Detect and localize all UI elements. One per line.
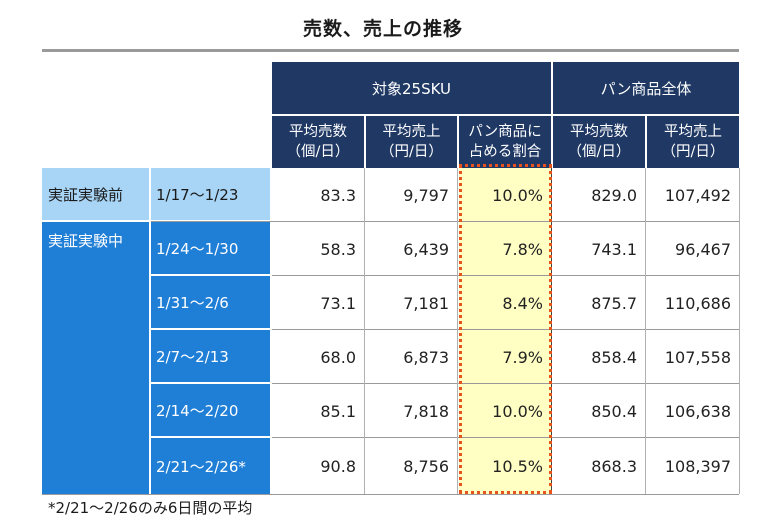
- header-line: 占める割合: [468, 144, 542, 160]
- cell-value: 107,558: [664, 347, 731, 367]
- cell-value: 850.4: [591, 401, 637, 421]
- period-label: 2/14～2/20: [151, 384, 270, 436]
- cell-value: 6,439: [403, 239, 449, 259]
- header-line: （円/日）: [661, 144, 725, 160]
- cell-value: 10.5%: [492, 456, 543, 476]
- period-label: 1/31～2/6: [151, 276, 270, 328]
- cell-value: 110,686: [664, 293, 731, 313]
- cell-value: 107,492: [664, 185, 731, 205]
- row-divider: [272, 275, 739, 276]
- cell-value: 73.1: [320, 293, 356, 313]
- cell-value: 108,397: [664, 456, 731, 476]
- cell-value: 83.3: [320, 185, 356, 205]
- period-label: 1/24～1/30: [151, 222, 270, 274]
- header-col-target-avg-sales: 平均売上 （円/日）: [366, 116, 457, 168]
- header-line: （個/日）: [567, 144, 631, 160]
- table-bottom-border: [42, 494, 739, 495]
- header-col-target-avg-qty: 平均売数 （個/日）: [272, 116, 364, 168]
- period-label: 1/17～1/23: [151, 168, 270, 220]
- cell-value: 58.3: [320, 239, 356, 259]
- header-target-sku: 対象25SKU: [272, 62, 551, 114]
- cell-value: 858.4: [591, 347, 637, 367]
- group-label-during: 実証実験中: [42, 222, 149, 494]
- title-divider: [42, 49, 739, 52]
- col-divider: [457, 168, 458, 494]
- header-line: （円/日）: [380, 144, 443, 160]
- cell-value: 85.1: [320, 401, 356, 421]
- cell-value: 743.1: [591, 239, 637, 259]
- cell-value: 6,873: [403, 347, 449, 367]
- period-label: 2/21～2/26*: [151, 438, 270, 494]
- header-all-bread: パン商品全体: [553, 62, 739, 114]
- table-right-border: [739, 168, 740, 494]
- row-divider: [272, 329, 739, 330]
- cell-value: 106,638: [664, 401, 731, 421]
- cell-value: 96,467: [675, 239, 731, 259]
- col-divider: [645, 168, 646, 494]
- cell-value: 90.8: [320, 456, 356, 476]
- cell-value: 868.3: [591, 456, 637, 476]
- header-line: 平均売上: [664, 124, 722, 140]
- header-line: パン商品に: [468, 124, 542, 140]
- row-divider: [151, 221, 739, 222]
- header-col-all-avg-sales: 平均売上 （円/日）: [647, 116, 739, 168]
- cell-value: 7,181: [403, 293, 449, 313]
- header-line: 平均売数: [570, 124, 628, 140]
- row-divider: [272, 383, 739, 384]
- header-line: 平均売上: [382, 124, 441, 140]
- header-line: （個/日）: [286, 144, 350, 160]
- cell-value: 7.9%: [502, 347, 543, 367]
- cell-value: 829.0: [591, 185, 637, 205]
- page-title: 売数、売上の推移: [302, 18, 463, 40]
- cell-value: 8,756: [403, 456, 449, 476]
- header-col-all-avg-qty: 平均売数 （個/日）: [553, 116, 645, 168]
- header-line: 平均売数: [289, 124, 347, 140]
- header-col-share: パン商品に 占める割合: [459, 116, 551, 168]
- cell-value: 8.4%: [502, 293, 543, 313]
- cell-value: 875.7: [591, 293, 637, 313]
- row-divider: [272, 437, 739, 438]
- cell-value: 9,797: [403, 185, 449, 205]
- footnote: *2/21～2/26のみ6日間の平均: [48, 499, 253, 517]
- cell-value: 10.0%: [492, 185, 543, 205]
- cell-value: 7.8%: [502, 239, 543, 259]
- cell-value: 7,818: [403, 401, 449, 421]
- group-label-pre: 実証実験前: [42, 168, 149, 220]
- cell-value: 10.0%: [492, 401, 543, 421]
- share-column-dashed-outline: [459, 164, 552, 494]
- share-column-highlight: [459, 168, 551, 494]
- period-label: 2/7～2/13: [151, 330, 270, 382]
- cell-value: 68.0: [320, 347, 356, 367]
- col-divider: [364, 168, 365, 494]
